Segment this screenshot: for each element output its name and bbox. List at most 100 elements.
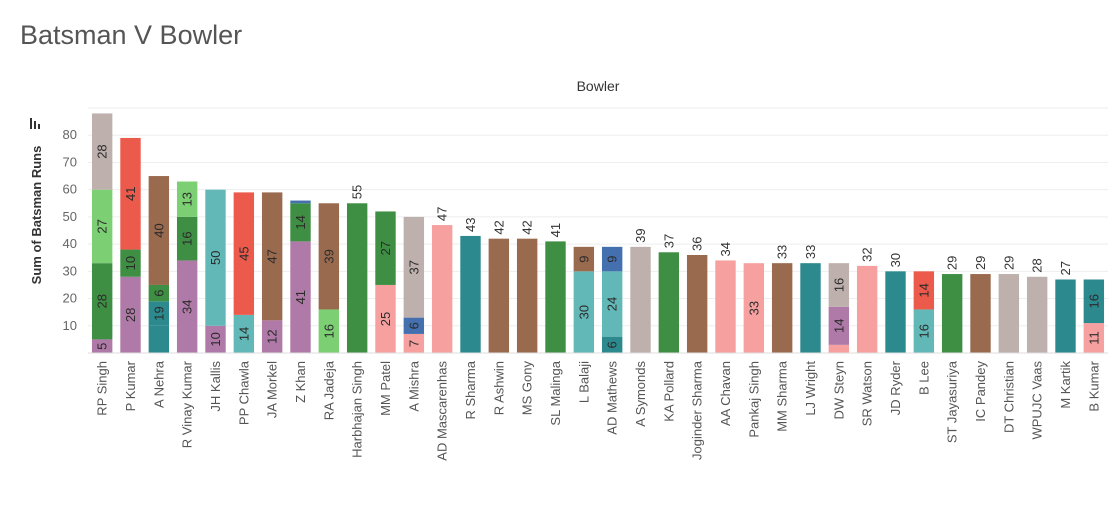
bar-segment[interactable] <box>91 263 113 340</box>
x-category-label[interactable]: RP Singh <box>95 361 110 416</box>
bar-segment[interactable] <box>346 203 368 353</box>
bar-segment[interactable] <box>290 200 311 204</box>
bar-segment[interactable] <box>176 260 198 353</box>
x-category-label[interactable]: P Kumar <box>123 360 138 411</box>
bar-segment[interactable] <box>1055 279 1076 354</box>
bar-segment[interactable] <box>148 176 170 285</box>
bar-segment[interactable] <box>573 271 595 353</box>
bar-stack[interactable]: 12 47 <box>261 192 283 353</box>
bar-segment[interactable] <box>941 274 963 353</box>
x-category-label[interactable]: R Ashwin <box>491 361 506 415</box>
bar-stack[interactable]: 55 <box>346 185 368 353</box>
bar-stack[interactable]: 42 <box>516 220 538 353</box>
bar-stack[interactable]: 47 <box>431 207 453 353</box>
bar-segment[interactable] <box>148 301 170 326</box>
bar-segment[interactable] <box>148 284 170 302</box>
bar-segment[interactable] <box>1083 279 1105 324</box>
bar-segment[interactable] <box>715 260 736 353</box>
bar-segment[interactable] <box>601 246 623 272</box>
bar-segment[interactable] <box>601 336 623 353</box>
x-category-label[interactable]: WPUJC Vaas <box>1030 361 1045 440</box>
bar-segment[interactable] <box>601 271 623 337</box>
x-category-label[interactable]: JA Morkel <box>265 361 280 418</box>
bar-segment[interactable] <box>233 192 255 315</box>
bar-stack[interactable]: 29 <box>970 256 991 353</box>
bar-stack[interactable]: 30 <box>885 253 906 353</box>
bar-stack[interactable]: 5 28 27 28 <box>91 113 113 353</box>
bar-stack[interactable]: 14 16 <box>828 263 850 353</box>
x-category-label[interactable]: Harbhajan Singh <box>350 361 365 458</box>
x-category-label[interactable]: A Nehra <box>151 360 166 408</box>
bar-segment[interactable] <box>970 274 991 353</box>
bar-segment[interactable] <box>290 241 311 353</box>
bar-segment[interactable] <box>375 284 396 353</box>
x-category-label[interactable]: B Kumar <box>1086 360 1101 411</box>
bar-segment[interactable] <box>91 339 113 353</box>
bar-segment[interactable] <box>913 271 935 310</box>
bar-segment[interactable] <box>91 189 113 264</box>
bar-stack[interactable]: 34 <box>715 242 736 353</box>
bar-stack[interactable]: 11 16 <box>1083 279 1105 354</box>
bar-stack[interactable]: 41 <box>545 223 566 353</box>
bar-stack[interactable]: 33 <box>800 245 821 353</box>
bar-segment[interactable] <box>403 317 425 334</box>
bar-stack[interactable]: 37 <box>658 234 680 353</box>
bar-segment[interactable] <box>261 192 283 321</box>
x-category-label[interactable]: SL Malinga <box>548 360 563 425</box>
bar-segment[interactable] <box>1026 276 1048 353</box>
x-category-label[interactable]: R Sharma <box>463 360 478 419</box>
x-category-label[interactable]: A Symonds <box>633 361 648 427</box>
bar-segment[interactable] <box>120 276 141 353</box>
bar-segment[interactable] <box>488 238 510 353</box>
bar-segment[interactable] <box>771 263 793 353</box>
bar-segment[interactable] <box>658 252 680 353</box>
bar-segment[interactable] <box>743 263 765 353</box>
bar-stack[interactable]: 42 <box>488 220 510 353</box>
bar-segment[interactable] <box>318 203 340 310</box>
bar-segment[interactable] <box>545 241 566 353</box>
x-category-label[interactable]: L Balaji <box>576 361 591 403</box>
bar-stack[interactable]: 14 45 <box>233 192 255 353</box>
sort-icon[interactable] <box>30 118 40 129</box>
x-category-label[interactable]: B Lee <box>916 361 931 395</box>
x-category-label[interactable]: SR Watson <box>860 361 875 426</box>
bar-stack[interactable]: 25 27 <box>375 211 396 353</box>
x-category-label[interactable]: ST Jayasuriya <box>945 360 960 443</box>
bar-segment[interactable] <box>403 333 425 353</box>
x-category-label[interactable]: Joginder Sharma <box>690 360 705 460</box>
x-category-label[interactable]: MS Gony <box>520 361 535 416</box>
bar-segment[interactable] <box>120 137 141 250</box>
bar-stack[interactable]: 28 <box>1026 258 1048 353</box>
bar-stack[interactable]: 34 16 13 <box>176 181 198 354</box>
bar-segment[interactable] <box>913 309 935 353</box>
bar-segment[interactable] <box>856 265 878 353</box>
bar-stack[interactable]: 41 14 <box>290 200 311 353</box>
x-category-label[interactable]: PP Chawla <box>236 360 251 425</box>
bar-stack[interactable]: 27 <box>1055 261 1076 354</box>
bar-segment[interactable] <box>998 274 1020 353</box>
bar-segment[interactable] <box>1083 323 1105 353</box>
bar-segment[interactable] <box>828 344 850 353</box>
bar-segment[interactable] <box>403 216 425 318</box>
bar-segment[interactable] <box>885 271 906 353</box>
bar-segment[interactable] <box>828 263 850 307</box>
x-category-label[interactable]: JD Ryder <box>888 360 903 415</box>
bar-segment[interactable] <box>290 203 311 242</box>
x-category-label[interactable]: AA Chavan <box>718 361 733 426</box>
bar-segment[interactable] <box>573 246 595 272</box>
bar-stack[interactable]: 43 <box>460 217 481 353</box>
x-category-label[interactable]: M Kartik <box>1058 361 1073 409</box>
bar-segment[interactable] <box>233 314 255 353</box>
bar-segment[interactable] <box>431 225 453 353</box>
x-category-label[interactable]: MM Patel <box>378 361 393 416</box>
bar-stack[interactable]: 33 <box>743 263 765 353</box>
x-category-label[interactable]: DW Steyn <box>831 361 846 420</box>
x-category-label[interactable]: Pankaj Singh <box>746 361 761 438</box>
bar-segment[interactable] <box>205 325 226 353</box>
bar-segment[interactable] <box>686 255 708 353</box>
bar-segment[interactable] <box>318 309 340 353</box>
bar-stack[interactable]: 29 <box>941 256 963 353</box>
x-category-label[interactable]: MM Sharma <box>775 360 790 432</box>
